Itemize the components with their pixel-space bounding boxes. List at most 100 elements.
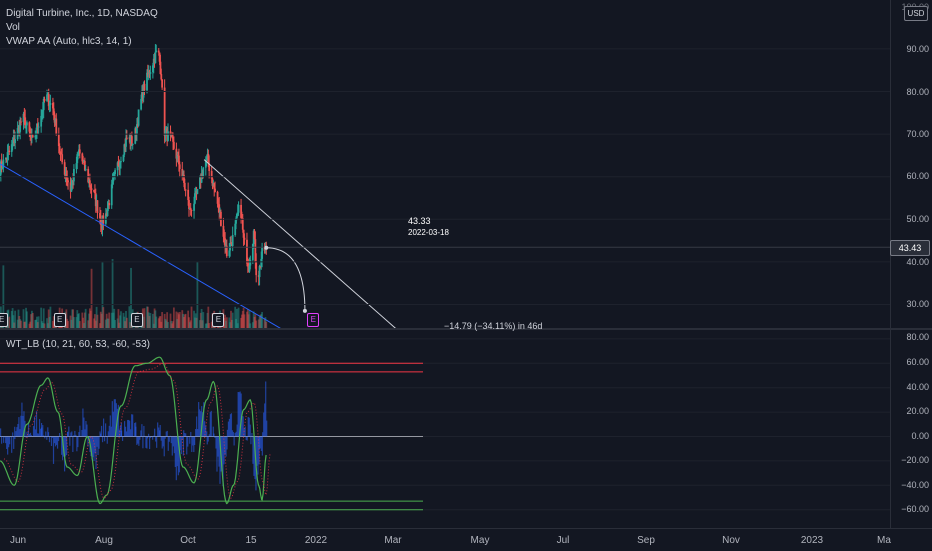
- osc-histogram-bar: [165, 437, 166, 439]
- projection-end-point: [303, 309, 307, 313]
- volume-bar: [8, 317, 10, 328]
- volume-bar: [79, 321, 81, 328]
- osc-histogram-bar: [79, 426, 80, 437]
- osc-histogram-bar: [208, 437, 209, 442]
- last-price-tag: 43.43: [890, 240, 930, 256]
- osc-histogram-bar: [101, 426, 102, 437]
- candle-body: [193, 204, 195, 211]
- candle-body: [32, 135, 34, 137]
- osc-histogram-bar: [105, 423, 106, 436]
- candle-body: [20, 122, 22, 123]
- osc-histogram-bar: [102, 437, 103, 443]
- candle-body: [67, 180, 69, 182]
- candle-body: [79, 149, 81, 153]
- osc-histogram-bar: [185, 433, 186, 436]
- volume-bar: [73, 317, 75, 328]
- earnings-marker[interactable]: E: [54, 313, 66, 327]
- volume-bar: [20, 321, 22, 328]
- volume-bar: [261, 312, 263, 328]
- osc-histogram-bar: [103, 419, 104, 437]
- volume-bar: [126, 318, 128, 328]
- candle-body: [255, 262, 257, 276]
- time-label: 15: [245, 535, 256, 546]
- candle-body: [179, 164, 181, 169]
- osc-tick: −60.00: [901, 504, 929, 514]
- volume-bar: [255, 321, 257, 328]
- candle-body: [232, 235, 234, 246]
- osc-histogram-bar: [14, 427, 15, 437]
- earnings-marker[interactable]: E: [0, 313, 8, 327]
- osc-tick: 40.00: [906, 382, 929, 392]
- price-tick: 80.00: [906, 87, 929, 97]
- candle-body: [59, 146, 61, 151]
- trendlines: [0, 160, 890, 328]
- earnings-marker[interactable]: E: [212, 313, 224, 327]
- osc-histogram-bar: [250, 437, 251, 445]
- volume-bar: [149, 313, 151, 328]
- earnings-marker[interactable]: E: [307, 313, 319, 327]
- osc-histogram-bar: [98, 437, 99, 449]
- candle-body: [61, 154, 63, 162]
- price-tick: 90.00: [906, 44, 929, 54]
- osc-histogram-bar: [26, 432, 27, 437]
- price-chart[interactable]: [0, 0, 932, 328]
- candle-body: [173, 142, 175, 149]
- osc-histogram-bar: [48, 432, 49, 436]
- osc-histogram-bar: [42, 425, 43, 436]
- volume-bar: [202, 312, 204, 328]
- volume-bar: [161, 312, 163, 328]
- time-label: Jun: [10, 535, 26, 546]
- candle-body: [242, 218, 244, 230]
- volume-bar: [26, 311, 28, 328]
- candle-body: [158, 51, 160, 53]
- osc-histogram-bar: [36, 411, 37, 436]
- volume-bar: [238, 308, 240, 328]
- volume-bar: [191, 307, 193, 328]
- volume-bar: [14, 311, 16, 328]
- osc-histogram-bar: [107, 437, 108, 444]
- volume-bar: [120, 311, 122, 328]
- osc-histogram-bar: [206, 431, 207, 436]
- osc-histogram-bar: [75, 435, 76, 437]
- osc-histogram-bar: [262, 437, 263, 456]
- price-axis[interactable]: 100.00 90.00 80.00 70.00 60.00 50.00 40.…: [890, 0, 932, 528]
- candle-body: [138, 109, 140, 125]
- time-label: Oct: [180, 535, 196, 546]
- date-label-annotation: 2022-03-18: [408, 228, 449, 237]
- volume-bar: [144, 308, 146, 328]
- volume-bar: [50, 307, 52, 328]
- osc-histogram-bar: [13, 437, 14, 449]
- time-label: Nov: [722, 535, 740, 546]
- earnings-marker[interactable]: E: [131, 313, 143, 327]
- osc-histogram-bar: [189, 437, 190, 444]
- osc-histogram-bar: [183, 437, 184, 456]
- candle-body: [160, 74, 162, 79]
- currency-button[interactable]: USD: [904, 6, 928, 21]
- time-label: Sep: [637, 535, 655, 546]
- time-label: 2023: [801, 535, 823, 546]
- osc-histogram-bar: [142, 437, 143, 449]
- candle-body: [155, 52, 157, 63]
- osc-histogram-bar: [69, 437, 70, 446]
- projection-label: −14.79 (−34.11%) in 46d: [444, 321, 542, 331]
- candle-body: [120, 161, 122, 162]
- osc-histogram-bar: [9, 437, 10, 445]
- osc-histogram-bar: [135, 427, 136, 437]
- osc-histogram-bar: [251, 433, 252, 436]
- oscillator-chart[interactable]: [0, 330, 932, 523]
- osc-histogram-bar: [46, 437, 47, 440]
- time-axis[interactable]: Jun Aug Oct 15 2022 Mar May Jul Sep Nov …: [0, 528, 932, 551]
- candle-body: [97, 200, 99, 213]
- volume-bar: [85, 309, 87, 328]
- osc-histogram-bar: [121, 431, 122, 437]
- candle-body: [202, 168, 204, 176]
- volume-bar: [226, 317, 228, 328]
- candle-body: [38, 127, 40, 128]
- osc-histogram-bar: [147, 437, 148, 439]
- candle-body: [184, 183, 186, 190]
- resistance-trendline: [204, 160, 402, 328]
- candle-body: [14, 139, 16, 143]
- osc-histogram-bar: [234, 437, 235, 446]
- osc-histogram-bar: [72, 437, 73, 453]
- volume-bar: [173, 307, 175, 328]
